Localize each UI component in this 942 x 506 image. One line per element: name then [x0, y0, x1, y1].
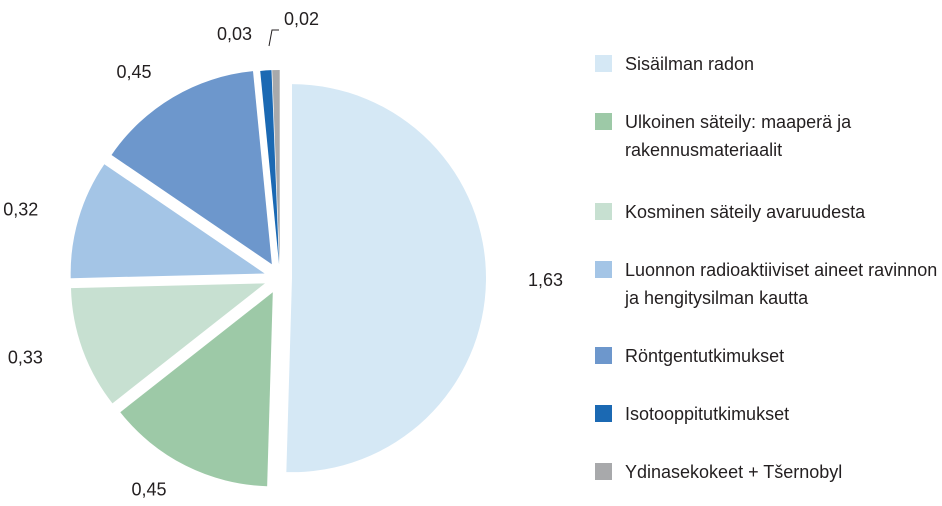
pie-slice: [71, 283, 265, 404]
legend-label: Ydinasekokeet + Tšernobyl: [625, 462, 843, 482]
leader-line: [268, 29, 279, 47]
legend-swatch: [595, 261, 612, 278]
pie-slice: [286, 84, 486, 473]
legend-swatch: [595, 113, 612, 130]
data-label: 0,45: [116, 62, 151, 82]
legend-swatch: [595, 463, 612, 480]
data-label: 1,63: [528, 270, 563, 290]
data-label: 0,32: [3, 199, 38, 219]
legend-item: Sisäilman radon: [595, 50, 940, 78]
legend-label: Ulkoinen säteily: maaperä ja rakennusmat…: [625, 112, 852, 160]
legend-label: Kosminen säteily avaruudesta: [625, 202, 866, 222]
legend-label: Röntgentutkimukset: [625, 346, 785, 366]
legend-swatch: [595, 347, 612, 364]
data-label: 0,33: [8, 347, 43, 367]
data-label: 0,03: [217, 24, 252, 44]
legend-label: Sisäilman radon: [625, 54, 755, 74]
legend-item: Luonnon radioaktiiviset aineet ravinnon …: [595, 256, 940, 312]
pie-slice: [111, 71, 272, 265]
legend-swatch: [595, 203, 612, 220]
legend-item: Kosminen säteily avaruudesta: [595, 198, 940, 226]
pie-slice: [120, 292, 273, 487]
pie-slice: [260, 70, 280, 265]
legend-item: Röntgentutkimukset: [595, 342, 940, 370]
pie-slice: [70, 164, 265, 279]
data-label: 0,45: [132, 479, 167, 499]
pie-slice: [272, 70, 280, 265]
legend-item: Ydinasekokeet + Tšernobyl: [595, 458, 940, 486]
data-label: 0,02: [284, 9, 319, 29]
legend-label: Luonnon radioaktiiviset aineet ravinnon …: [625, 260, 938, 308]
legend-label: Isotooppitutkimukset: [625, 404, 790, 424]
legend-item: Ulkoinen säteily: maaperä ja rakennusmat…: [595, 108, 940, 164]
legend-item: Isotooppitutkimukset: [595, 400, 940, 428]
legend-swatch: [595, 405, 612, 422]
legend-swatch: [595, 55, 612, 72]
